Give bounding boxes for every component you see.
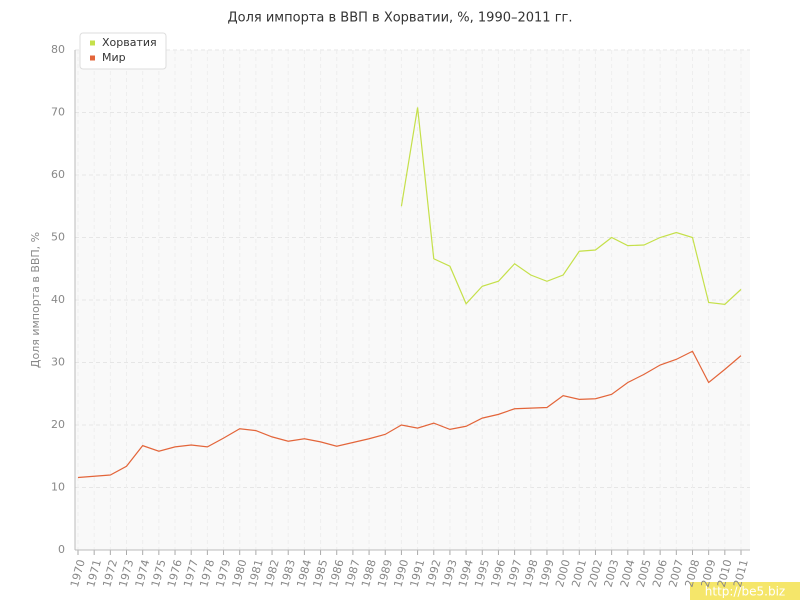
legend: Хорватия Мир [79, 32, 167, 70]
legend-swatch [90, 40, 95, 46]
y-tick-label: 30 [51, 356, 65, 369]
legend-label: Мир [102, 51, 126, 64]
y-tick-label: 80 [51, 43, 65, 56]
chart-title: Доля импорта в ВВП в Хорватии, %, 1990–2… [227, 11, 572, 26]
y-axis-label: Доля импорта в ВВП, % [29, 232, 42, 368]
y-tick-label: 10 [51, 481, 65, 494]
legend-box [79, 32, 167, 70]
legend-swatch [90, 55, 95, 61]
series-line [400, 107, 742, 306]
y-tick-label: 50 [51, 231, 65, 244]
y-tick-label: 70 [51, 106, 65, 119]
y-tick-label: 40 [51, 293, 65, 306]
watermark-bg [690, 582, 800, 600]
series-line [77, 350, 742, 479]
y-tick-label: 20 [51, 418, 65, 431]
legend-label: Хорватия [102, 36, 157, 49]
watermark: http://be5.biz [705, 585, 785, 599]
y-tick-label: 60 [51, 168, 65, 181]
y-tick-label: 0 [58, 543, 65, 556]
